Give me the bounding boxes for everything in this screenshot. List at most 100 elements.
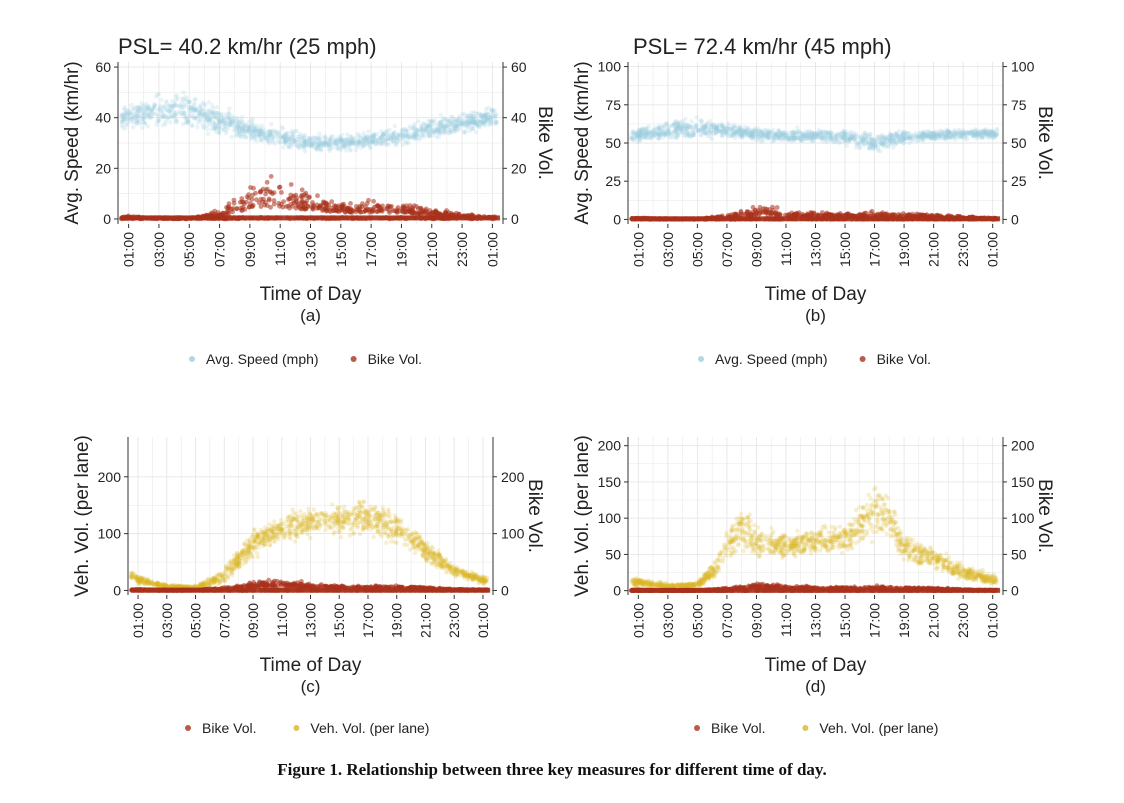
data-point bbox=[848, 130, 852, 134]
data-point bbox=[362, 209, 367, 214]
data-point bbox=[265, 180, 270, 185]
data-point bbox=[770, 205, 775, 210]
data-point bbox=[300, 195, 305, 200]
data-point bbox=[635, 133, 639, 137]
data-point bbox=[268, 131, 272, 135]
x-tick-label: 23:00 bbox=[955, 232, 971, 267]
data-point bbox=[743, 212, 748, 217]
data-point bbox=[992, 132, 996, 136]
data-point bbox=[890, 133, 894, 137]
data-point bbox=[791, 137, 795, 141]
data-point bbox=[341, 202, 346, 207]
data-point bbox=[207, 100, 211, 104]
data-point bbox=[795, 126, 799, 130]
data-point bbox=[128, 111, 132, 115]
y-tick-label-left: 40 bbox=[95, 110, 111, 126]
data-point bbox=[172, 104, 176, 108]
legend-label: Bike Vol. bbox=[877, 351, 931, 367]
data-point bbox=[286, 197, 291, 202]
data-point bbox=[244, 136, 248, 140]
data-point bbox=[439, 113, 443, 117]
data-point bbox=[447, 131, 451, 135]
data-point bbox=[976, 130, 980, 134]
data-point bbox=[393, 124, 397, 128]
data-point bbox=[334, 208, 339, 213]
data-point bbox=[292, 137, 296, 141]
data-point bbox=[815, 135, 819, 139]
data-point bbox=[311, 142, 315, 146]
data-point bbox=[213, 123, 217, 127]
data-point bbox=[906, 134, 910, 138]
data-point bbox=[365, 135, 369, 139]
data-point bbox=[246, 120, 250, 124]
data-point bbox=[167, 109, 171, 113]
data-point bbox=[240, 115, 244, 119]
data-point bbox=[418, 136, 422, 140]
data-point bbox=[152, 102, 156, 106]
data-point bbox=[881, 136, 885, 140]
data-point bbox=[280, 125, 284, 129]
data-point bbox=[279, 190, 284, 195]
data-point bbox=[156, 117, 160, 121]
data-point bbox=[199, 103, 203, 107]
series-speed bbox=[119, 90, 499, 153]
data-point bbox=[123, 126, 127, 130]
data-point bbox=[246, 125, 250, 129]
y-tick-label-left: 25 bbox=[605, 173, 621, 189]
data-point bbox=[837, 133, 841, 137]
data-point bbox=[878, 149, 882, 153]
data-point bbox=[707, 127, 711, 131]
data-point bbox=[356, 135, 360, 139]
data-point bbox=[720, 124, 724, 128]
data-point bbox=[167, 115, 171, 119]
data-point bbox=[419, 211, 424, 216]
x-tick-label: 11:00 bbox=[272, 232, 288, 266]
data-point bbox=[174, 95, 178, 99]
x-tick-label: 17:00 bbox=[363, 232, 379, 267]
data-point bbox=[142, 112, 146, 116]
data-point bbox=[395, 141, 399, 145]
data-point bbox=[657, 136, 661, 140]
legend-marker bbox=[189, 356, 195, 362]
data-point bbox=[289, 182, 294, 187]
data-point bbox=[453, 129, 457, 133]
data-point bbox=[799, 138, 803, 142]
data-point bbox=[300, 187, 305, 192]
data-point bbox=[435, 135, 439, 139]
data-point bbox=[690, 128, 694, 132]
data-point bbox=[366, 129, 370, 133]
data-point bbox=[361, 131, 365, 135]
data-point bbox=[146, 112, 150, 116]
data-point bbox=[841, 135, 845, 139]
data-point bbox=[192, 116, 196, 120]
data-point bbox=[913, 133, 917, 137]
data-point bbox=[754, 139, 758, 143]
data-point bbox=[302, 138, 306, 142]
data-point bbox=[168, 120, 172, 124]
data-point bbox=[703, 130, 707, 134]
data-point bbox=[651, 131, 655, 135]
data-point bbox=[456, 118, 460, 122]
data-point bbox=[656, 132, 660, 136]
data-point bbox=[954, 131, 958, 135]
data-point bbox=[474, 130, 478, 134]
data-point bbox=[261, 127, 265, 131]
data-point bbox=[404, 127, 408, 131]
data-point bbox=[786, 137, 790, 141]
data-point bbox=[449, 115, 453, 119]
data-point bbox=[700, 123, 704, 127]
data-point bbox=[981, 131, 985, 135]
data-point bbox=[834, 138, 838, 142]
data-point bbox=[155, 123, 159, 127]
data-point bbox=[852, 133, 856, 137]
data-point bbox=[647, 124, 651, 128]
data-point bbox=[645, 134, 649, 138]
data-point bbox=[875, 212, 880, 217]
data-point bbox=[797, 210, 802, 215]
data-point bbox=[888, 139, 892, 143]
y-axis-label-right: Bike Vol. bbox=[534, 106, 555, 180]
y-tick-label-left: 50 bbox=[605, 135, 621, 151]
